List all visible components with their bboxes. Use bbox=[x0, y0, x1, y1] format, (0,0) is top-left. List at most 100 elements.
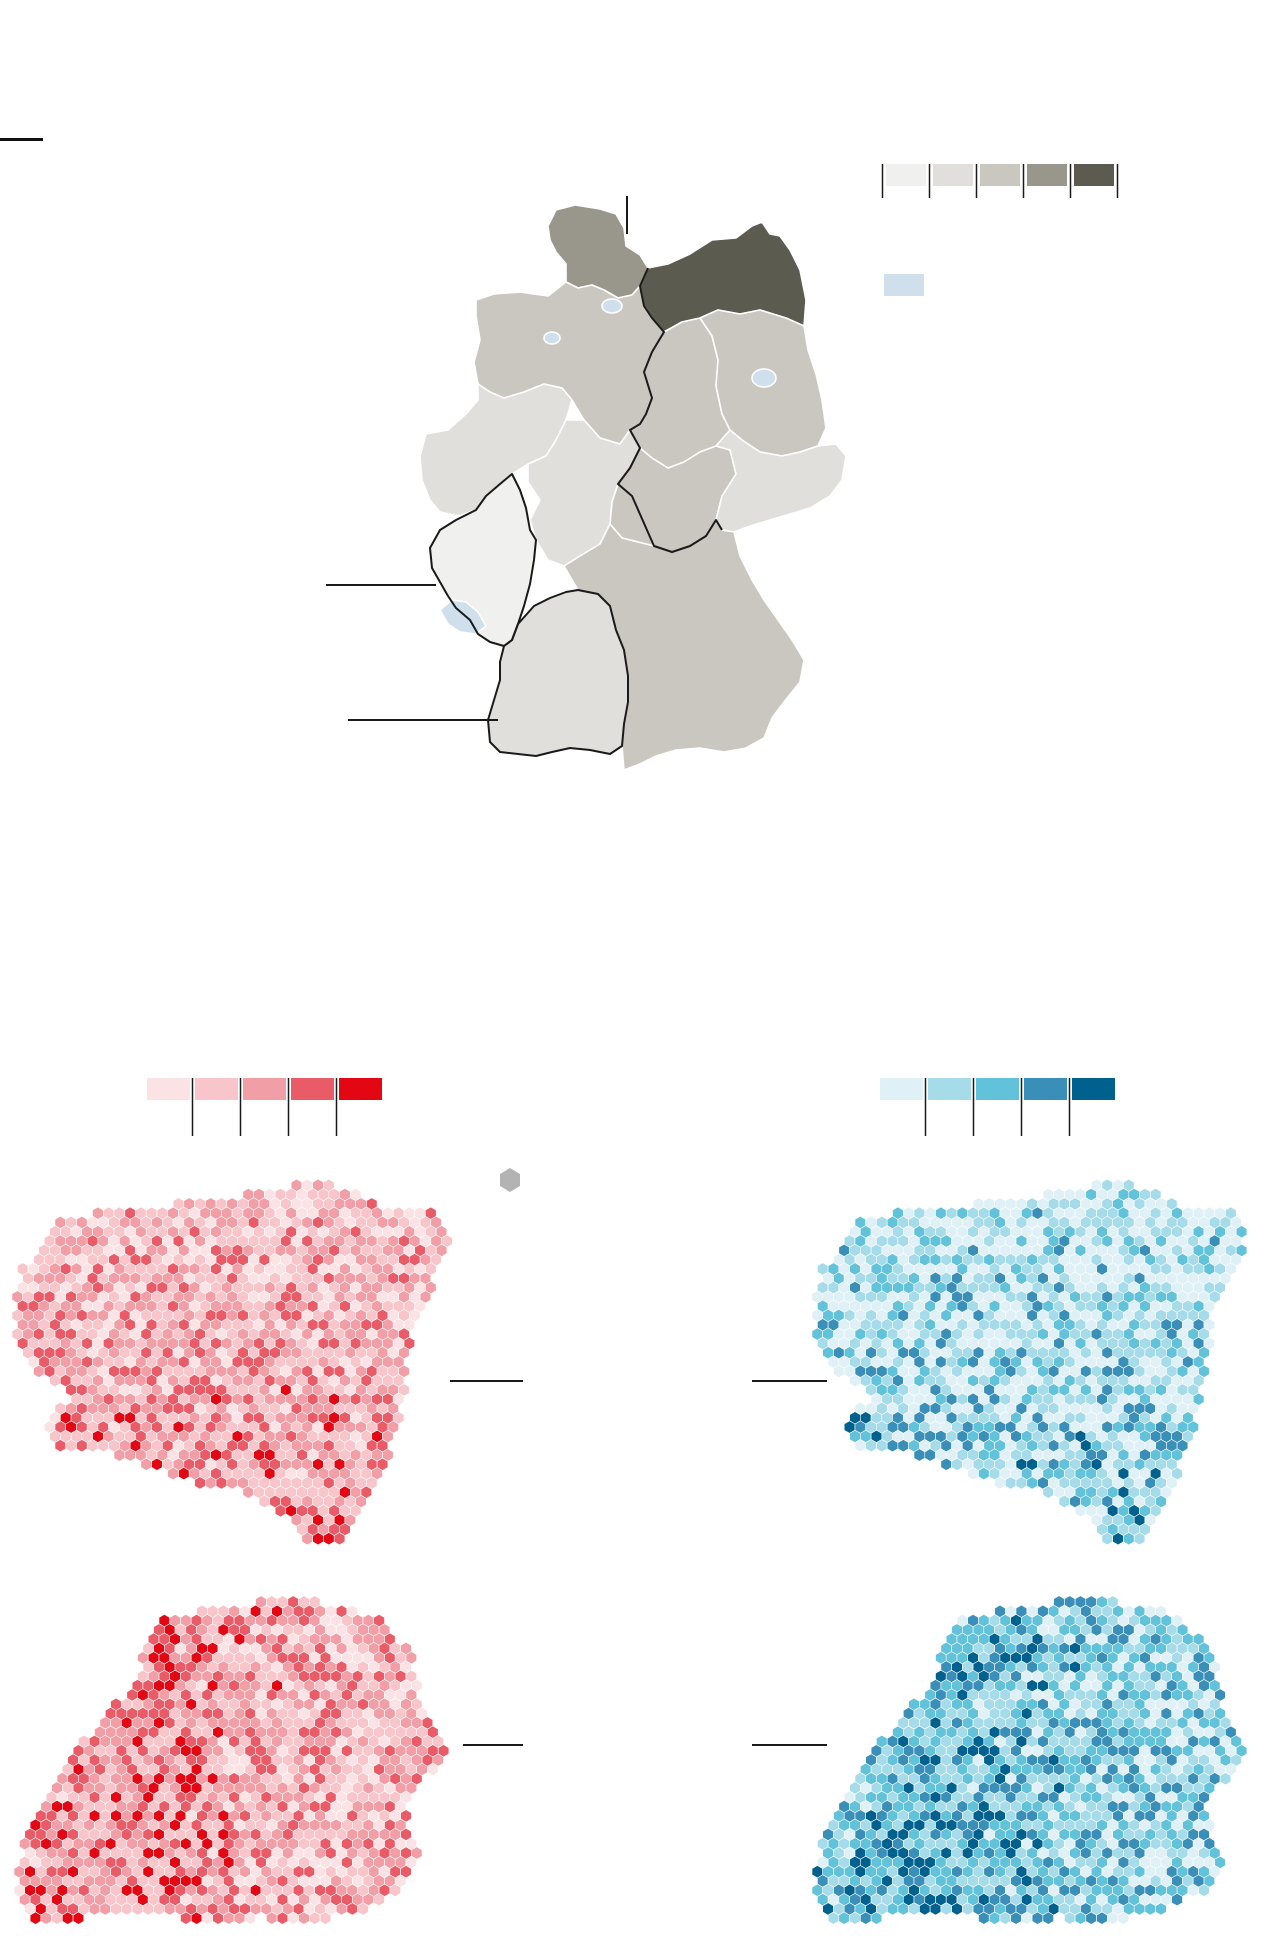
hex-cell bbox=[274, 1504, 287, 1518]
state-saarland[interactable] bbox=[439, 599, 487, 635]
header-rule bbox=[0, 138, 43, 141]
hex-cell bbox=[212, 1911, 224, 1925]
hex-cell bbox=[1042, 1911, 1054, 1925]
hex-map-panels bbox=[11, 1178, 1248, 1925]
hex-cell bbox=[870, 1911, 883, 1925]
city-state-hamburg[interactable] bbox=[601, 298, 623, 314]
hex-map-baden-wuerttemberg-blue bbox=[811, 1595, 1248, 1925]
hex-cell bbox=[346, 1902, 358, 1916]
hex-cell bbox=[849, 1374, 861, 1388]
legend-swatch bbox=[339, 1078, 382, 1100]
hex-cell bbox=[323, 1532, 335, 1546]
hex-cell bbox=[153, 1902, 165, 1916]
legend-swatch bbox=[291, 1078, 334, 1100]
hex-map-rhineland-palatinate-red bbox=[11, 1178, 453, 1546]
hex-cell bbox=[913, 1448, 926, 1462]
hex-cell bbox=[999, 1911, 1012, 1925]
legend-swatch bbox=[980, 164, 1020, 186]
hex-cell bbox=[1064, 1911, 1076, 1925]
hex-cell bbox=[994, 1476, 1006, 1490]
hex-cell bbox=[164, 1902, 176, 1916]
hex-cell bbox=[233, 1911, 246, 1925]
hex-cell bbox=[1155, 1902, 1167, 1916]
hex-cell bbox=[929, 1902, 942, 1916]
legend-swatch bbox=[1072, 1078, 1115, 1100]
hex-cell bbox=[308, 1911, 321, 1925]
germany-state-map bbox=[419, 204, 847, 771]
hex-cell bbox=[951, 1902, 963, 1916]
legend-swatch bbox=[886, 164, 926, 186]
hex-cell bbox=[978, 1467, 990, 1481]
hex-cell bbox=[427, 1762, 439, 1776]
hex-cell bbox=[124, 1448, 136, 1462]
hex-cell bbox=[1144, 1902, 1156, 1916]
hex-cell bbox=[242, 1485, 254, 1499]
hex-cell bbox=[940, 1902, 952, 1916]
hex-cell bbox=[1010, 1911, 1022, 1925]
germany-annotations bbox=[326, 196, 628, 721]
hex-cell bbox=[86, 1439, 99, 1453]
city-state-berlin[interactable] bbox=[751, 368, 777, 388]
hex-cell bbox=[333, 1532, 346, 1546]
hex-cell bbox=[849, 1911, 861, 1925]
red-scale-legend bbox=[147, 1078, 382, 1136]
legend-swatch bbox=[195, 1078, 238, 1100]
hex-cell bbox=[1133, 1902, 1146, 1916]
hex-cell bbox=[167, 1467, 179, 1481]
city-state-bremen[interactable] bbox=[543, 331, 561, 345]
hex-cell bbox=[1026, 1476, 1038, 1490]
legend-swatch bbox=[928, 1078, 971, 1100]
hex-cell bbox=[908, 1902, 920, 1916]
hex-cell bbox=[65, 1439, 77, 1453]
hex-cell bbox=[827, 1911, 840, 1925]
germany-legend bbox=[881, 164, 1119, 198]
hex-cell bbox=[1107, 1911, 1119, 1925]
hex-cell bbox=[876, 1439, 888, 1453]
hex-annotations bbox=[450, 1380, 827, 1746]
hex-cell bbox=[258, 1494, 271, 1509]
hex-cell bbox=[1021, 1911, 1033, 1925]
hex-cell bbox=[226, 1476, 238, 1490]
hex-cell bbox=[244, 1911, 256, 1925]
hex-cell bbox=[298, 1911, 310, 1925]
hex-cell bbox=[319, 1911, 332, 1925]
hex-cell bbox=[1117, 1911, 1130, 1925]
hex-cell bbox=[1074, 1911, 1087, 1925]
hex-cell bbox=[1219, 1772, 1232, 1786]
hex-cell bbox=[205, 1476, 217, 1490]
hex-cell bbox=[951, 1457, 963, 1471]
outline-baden-wuerttemberg bbox=[487, 589, 629, 757]
former-inner-german-border bbox=[617, 267, 723, 553]
hex-cell bbox=[1058, 1494, 1070, 1509]
hex-cell bbox=[373, 1893, 385, 1907]
hex-cell bbox=[1123, 1532, 1135, 1546]
hex-cell bbox=[961, 1902, 974, 1916]
hex-cell bbox=[287, 1911, 299, 1925]
hex-cell bbox=[335, 1902, 348, 1916]
hex-cell bbox=[886, 1902, 899, 1916]
legend-swatch bbox=[976, 1078, 1019, 1100]
legend-swatch bbox=[933, 164, 973, 186]
hex-cell bbox=[301, 1532, 314, 1546]
hex-cell bbox=[859, 1911, 872, 1925]
hex-cell bbox=[49, 1374, 61, 1388]
hex-cell bbox=[1101, 1532, 1113, 1546]
state-saxony[interactable] bbox=[715, 429, 847, 533]
hex-cell bbox=[276, 1911, 289, 1925]
hex-cell bbox=[389, 1883, 401, 1897]
hex-cell bbox=[1004, 1476, 1017, 1490]
hex-cell bbox=[51, 1911, 63, 1925]
hex-cell bbox=[924, 1448, 936, 1462]
hex-cell bbox=[1085, 1911, 1097, 1925]
hex-cell bbox=[897, 1439, 909, 1453]
hex-cell bbox=[978, 1911, 990, 1925]
hex-map-baden-wuerttemberg-red bbox=[13, 1595, 450, 1925]
hex-cell bbox=[838, 1911, 850, 1925]
hex-cell bbox=[131, 1902, 144, 1916]
hex-cell bbox=[1031, 1911, 1044, 1925]
hex-cell bbox=[142, 1902, 154, 1916]
hex-cell bbox=[919, 1902, 931, 1916]
hex-cell bbox=[886, 1439, 899, 1453]
hex-cell bbox=[1074, 1504, 1087, 1518]
